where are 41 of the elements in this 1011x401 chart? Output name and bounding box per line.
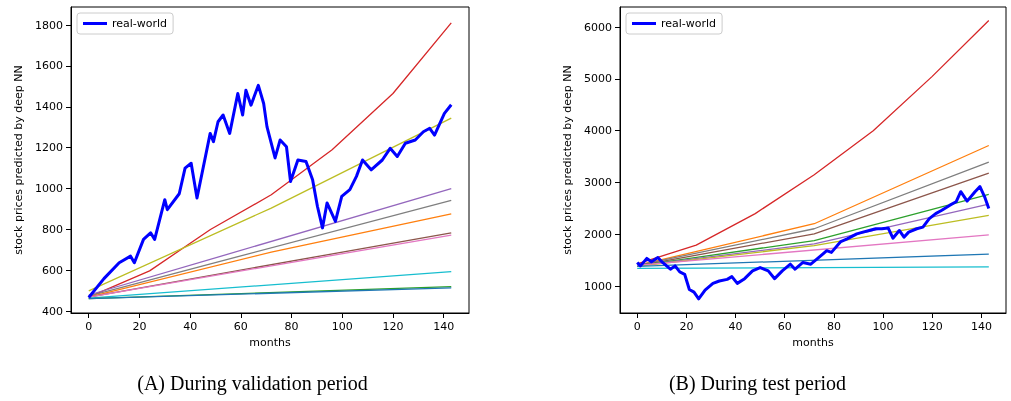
y-tick-label: 1800 xyxy=(35,18,63,32)
x-tick-label: 120 xyxy=(921,320,943,333)
y-tick-label: 3000 xyxy=(584,176,612,190)
y-tick-label: 1400 xyxy=(35,100,63,114)
y-axis-title: stock prices predicted by deep NN xyxy=(12,65,26,255)
y-tick-label: 6000 xyxy=(584,20,612,34)
line-series xyxy=(87,83,453,299)
x-tick-label: 20 xyxy=(679,320,694,333)
legend-label: real-world xyxy=(112,17,168,30)
line-series xyxy=(635,185,991,301)
x-tick-label: 40 xyxy=(728,320,743,333)
x-tick-label: 140 xyxy=(970,320,992,333)
y-tick-label: 5000 xyxy=(584,72,612,86)
y-tick-label: 600 xyxy=(42,263,63,277)
y-axis-title: stock prices predicted by deep NN xyxy=(561,65,575,255)
x-axis-title: months xyxy=(249,335,291,349)
y-tick-label: 1600 xyxy=(35,59,63,73)
y-tick-label: 1000 xyxy=(35,182,63,196)
x-tick-label: 100 xyxy=(872,320,894,333)
y-tick-label: 4000 xyxy=(584,124,612,138)
x-tick-label: 100 xyxy=(331,320,353,333)
y-tick-label: 400 xyxy=(42,304,63,318)
x-tick-label: 120 xyxy=(382,320,404,333)
text: (B) During test period xyxy=(668,372,847,395)
x-tick-label: 80 xyxy=(284,320,299,333)
x-tick-label: 0 xyxy=(633,320,641,333)
legend-label: real-world xyxy=(661,17,717,30)
line-series xyxy=(636,19,990,265)
x-tick-label: 60 xyxy=(233,320,248,333)
x-tick-label: 20 xyxy=(132,320,147,333)
x-tick-label: 0 xyxy=(85,320,93,333)
y-tick-label: 1000 xyxy=(584,279,612,293)
y-tick-label: 800 xyxy=(42,223,63,237)
x-tick-label: 60 xyxy=(777,320,792,333)
x-tick-label: 40 xyxy=(183,320,198,333)
x-tick-label: 140 xyxy=(433,320,455,333)
y-tick-label: 2000 xyxy=(584,227,612,241)
x-axis-title: months xyxy=(792,335,834,349)
y-tick-label: 1200 xyxy=(35,141,63,155)
text: (A) During validation period xyxy=(137,372,368,395)
x-tick-label: 80 xyxy=(826,320,841,333)
